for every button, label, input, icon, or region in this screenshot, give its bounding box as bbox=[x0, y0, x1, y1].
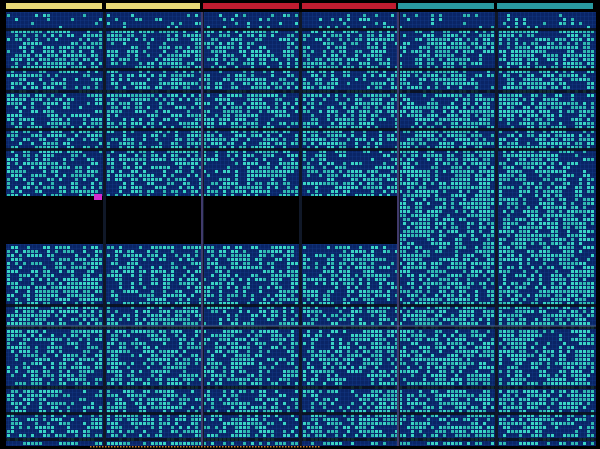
clock-region-header-bar bbox=[398, 3, 494, 9]
clock-region-header-bar bbox=[106, 3, 200, 9]
column-divider bbox=[103, 12, 106, 446]
column-divider bbox=[495, 12, 498, 446]
column-divider bbox=[299, 12, 302, 446]
clock-region-header-bar bbox=[203, 3, 299, 9]
placed-cells bbox=[7, 14, 594, 445]
region-overlay bbox=[6, 12, 596, 448]
clock-region-header bbox=[6, 3, 593, 9]
selected-cell-marker bbox=[94, 194, 102, 200]
clock-region-header-bar bbox=[302, 3, 396, 9]
clock-region-header-bar bbox=[6, 3, 102, 9]
clock-region-header-bar bbox=[497, 3, 593, 9]
